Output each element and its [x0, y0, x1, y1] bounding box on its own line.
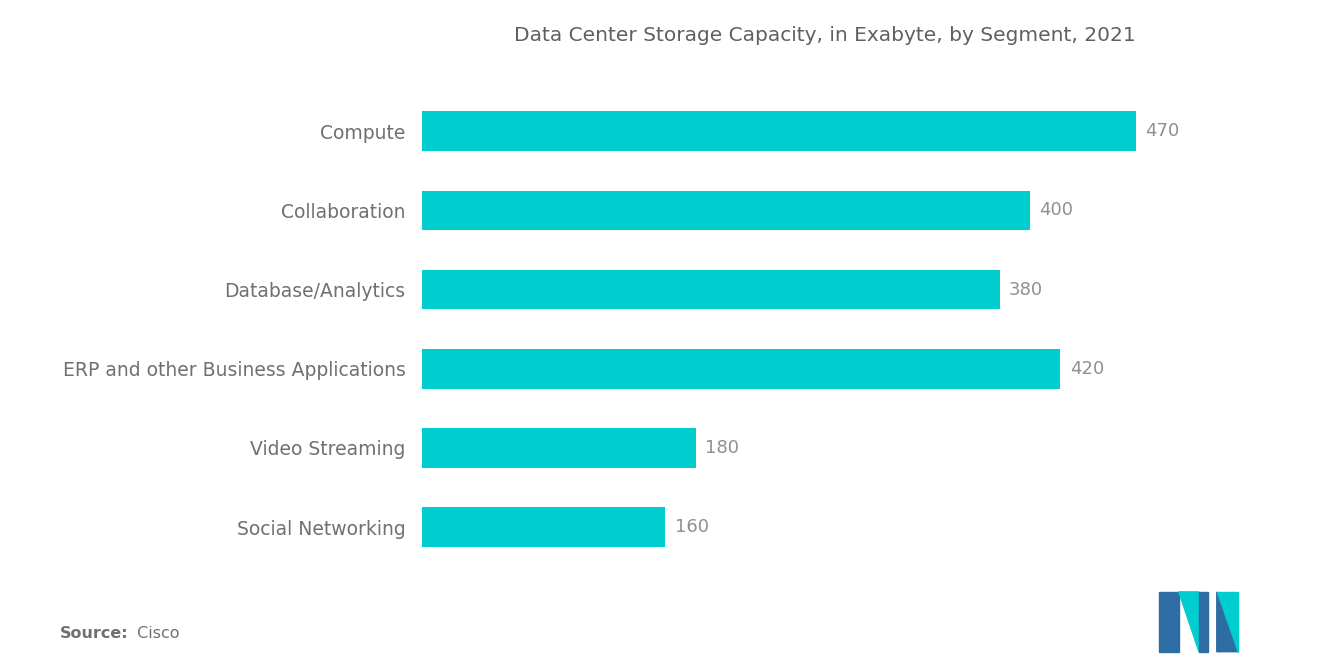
Polygon shape	[1217, 592, 1238, 652]
Title: Data Center Storage Capacity, in Exabyte, by Segment, 2021: Data Center Storage Capacity, in Exabyte…	[513, 26, 1137, 45]
Polygon shape	[1199, 592, 1209, 652]
Text: 160: 160	[675, 518, 709, 536]
Text: 400: 400	[1039, 201, 1073, 219]
Polygon shape	[1159, 592, 1179, 652]
Bar	[422, 428, 696, 467]
Text: 180: 180	[705, 439, 739, 457]
Text: 380: 380	[1008, 281, 1043, 299]
Bar	[422, 270, 999, 309]
Bar	[422, 507, 665, 547]
Text: 470: 470	[1146, 122, 1180, 140]
Bar	[422, 112, 1137, 151]
Bar	[422, 349, 1060, 388]
Text: Cisco: Cisco	[132, 626, 180, 642]
Text: Source:: Source:	[59, 626, 128, 642]
Text: 420: 420	[1069, 360, 1104, 378]
Bar	[422, 191, 1030, 230]
Polygon shape	[1217, 592, 1238, 652]
Polygon shape	[1179, 592, 1199, 652]
